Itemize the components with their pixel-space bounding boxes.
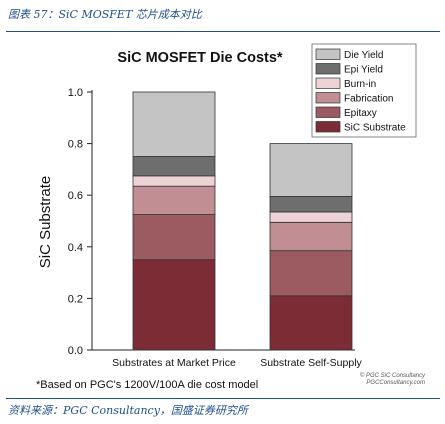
footer-divider (6, 398, 440, 399)
bar-segment-sic-substrate (269, 295, 353, 351)
bar-segment-burn-in (132, 175, 216, 187)
bar-segment-epitaxy (132, 214, 216, 261)
y-axis-label: SiC Substrate (37, 176, 54, 269)
legend-swatch-epitaxy (315, 106, 341, 118)
legend-label-epitaxy: Epitaxy (344, 108, 377, 119)
source-note: 资料来源：PGC Consultancy，国盛证券研究所 (8, 404, 248, 417)
legend: Die Yield Epi Yield Burn-in Fabrication Epit… (311, 43, 417, 138)
chart-title: SiC MOSFET Die Costs* (117, 50, 283, 66)
legend-swatch-sic-substrate (315, 121, 341, 133)
bar-segment-epi-yield (132, 156, 216, 177)
header-divider (6, 31, 440, 32)
bar-segment-fabrication (269, 221, 353, 252)
legend-label-burn-in: Burn-in (344, 79, 376, 90)
y-tick-label: 0.0 (68, 345, 83, 357)
watermark-line-1: © PGC SiC Consultancy (359, 373, 425, 379)
legend-swatch-fabrication (315, 92, 341, 104)
x-tick-label: Substrate Self-Supply (260, 357, 362, 369)
bar-segment-fabrication (132, 185, 216, 215)
y-tick-label: 0.8 (68, 139, 83, 151)
bar-segment-die-yield (269, 143, 353, 197)
header-caption: 图表 57：SiC MOSFET 芯片成本对比 (8, 8, 202, 21)
legend-swatch-epi-yield (315, 63, 341, 75)
legend-label-fabrication: Fabrication (344, 94, 393, 105)
bar-segment-epi-yield (269, 196, 353, 213)
bars (132, 91, 353, 351)
y-tick-label: 1.0 (68, 87, 83, 99)
bar-segment-epitaxy (269, 250, 353, 297)
watermark: © PGC SiC Consultancy PGCConsultancy.com (360, 373, 425, 387)
bar-segment-sic-substrate (132, 259, 216, 351)
legend-swatch-die-yield (315, 48, 341, 60)
watermark-line-2: PGCConsultancy.com (366, 380, 425, 386)
y-tick-label: 0.2 (68, 293, 83, 305)
legend-label-die-yield: Die Yield (344, 50, 383, 61)
y-tick-label: 0.6 (68, 190, 83, 202)
bar-segment-burn-in (269, 211, 353, 223)
chart-footnote: *Based on PGC's 1200V/100A die cost mode… (36, 379, 259, 391)
bar-segment-die-yield (132, 91, 216, 157)
axes: 0.0 0.2 0.4 0.6 0.8 1.0 Substrates at Market P… (68, 87, 363, 369)
legend-label-epi-yield: Epi Yield (344, 65, 383, 76)
legend-swatch-burn-in (315, 77, 341, 89)
y-tick-label: 0.4 (68, 242, 83, 254)
legend-label-sic-substrate: SiC Substrate (344, 123, 406, 134)
x-tick-label: Substrates at Market Price (112, 357, 236, 369)
